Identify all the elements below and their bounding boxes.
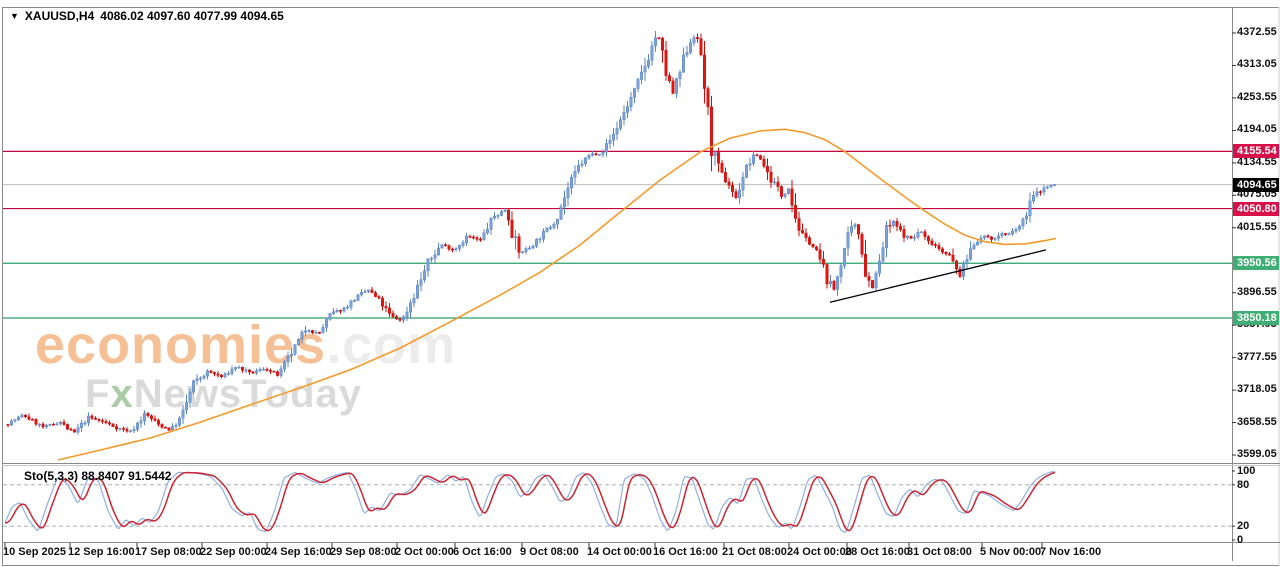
time-tick-label: 12 Sep 16:00 xyxy=(68,546,135,558)
price-tick-label: 3777.55 xyxy=(1237,350,1277,363)
symbol-dropdown-icon[interactable]: ▼ xyxy=(10,10,19,21)
chart-title: ▼ XAUUSD,H4 4086.02 4097.60 4077.99 4094… xyxy=(10,9,284,23)
price-tick-label: 3718.05 xyxy=(1237,383,1277,396)
indicator-scale-label: 80 xyxy=(1237,478,1250,491)
time-tick-label: 2 Oct 00:00 xyxy=(395,546,454,558)
time-tick-label: 9 Oct 08:00 xyxy=(520,546,579,558)
price-tick-label: 4313.05 xyxy=(1237,58,1277,71)
indicator-values: 88.8407 91.5442 xyxy=(81,469,172,483)
price-tick-label: 4194.05 xyxy=(1237,123,1277,136)
indicator-label: Sto(5,3,3) 88.8407 91.5442 xyxy=(24,469,171,483)
ohlc-values: 4086.02 4097.60 4077.99 4094.65 xyxy=(100,9,284,23)
stochastic-d-line xyxy=(5,471,1056,532)
indicator-scale-label: 100 xyxy=(1237,465,1256,477)
time-tick-label: 24 Oct 00:00 xyxy=(787,546,852,558)
time-tick-label: 6 Oct 16:00 xyxy=(453,546,512,558)
indicator-scale-label: 20 xyxy=(1237,520,1250,533)
resistance-price-badge: 4050.80 xyxy=(1233,201,1279,216)
price-tick-label: 4015.55 xyxy=(1237,220,1277,233)
time-tick-label: 17 Sep 08:00 xyxy=(135,546,202,558)
price-tick-label: 4134.55 xyxy=(1237,155,1277,168)
indicator-name: Sto(5,3,3) xyxy=(24,469,79,483)
price-tick-label: 3896.55 xyxy=(1237,285,1277,298)
support-price-badge: 3950.56 xyxy=(1233,256,1279,271)
time-tick-label: 16 Oct 16:00 xyxy=(653,546,718,558)
time-tick-label: 14 Oct 00:00 xyxy=(587,546,652,558)
time-tick-label: 29 Sep 08:00 xyxy=(330,546,397,558)
time-tick-label: 28 Oct 16:00 xyxy=(845,546,910,558)
current-price-badge: 4094.65 xyxy=(1233,177,1279,192)
time-tick-label: 7 Nov 16:00 xyxy=(1040,546,1102,558)
price-tick-label: 3658.55 xyxy=(1237,415,1277,428)
time-tick-label: 10 Sep 2025 xyxy=(3,546,66,558)
indicator-scale-label: 0 xyxy=(1237,534,1244,546)
resistance-price-badge: 4155.54 xyxy=(1233,144,1279,159)
symbol-timeframe: XAUUSD,H4 xyxy=(24,9,95,23)
stochastic-k-line xyxy=(4,471,1055,534)
price-tick-label: 4253.55 xyxy=(1237,90,1277,103)
time-tick-label: 5 Nov 00:00 xyxy=(980,546,1042,558)
time-tick-label: 31 Oct 08:00 xyxy=(907,546,972,558)
price-tick-label: 3599.05 xyxy=(1237,448,1277,461)
time-tick-label: 21 Oct 08:00 xyxy=(722,546,787,558)
time-tick-label: 24 Sep 16:00 xyxy=(265,546,332,558)
support-price-badge: 3850.18 xyxy=(1233,311,1279,325)
time-tick-label: 22 Sep 00:00 xyxy=(200,546,267,558)
moving-average-line xyxy=(57,128,1057,461)
price-tick-label: 4372.55 xyxy=(1237,26,1277,38)
